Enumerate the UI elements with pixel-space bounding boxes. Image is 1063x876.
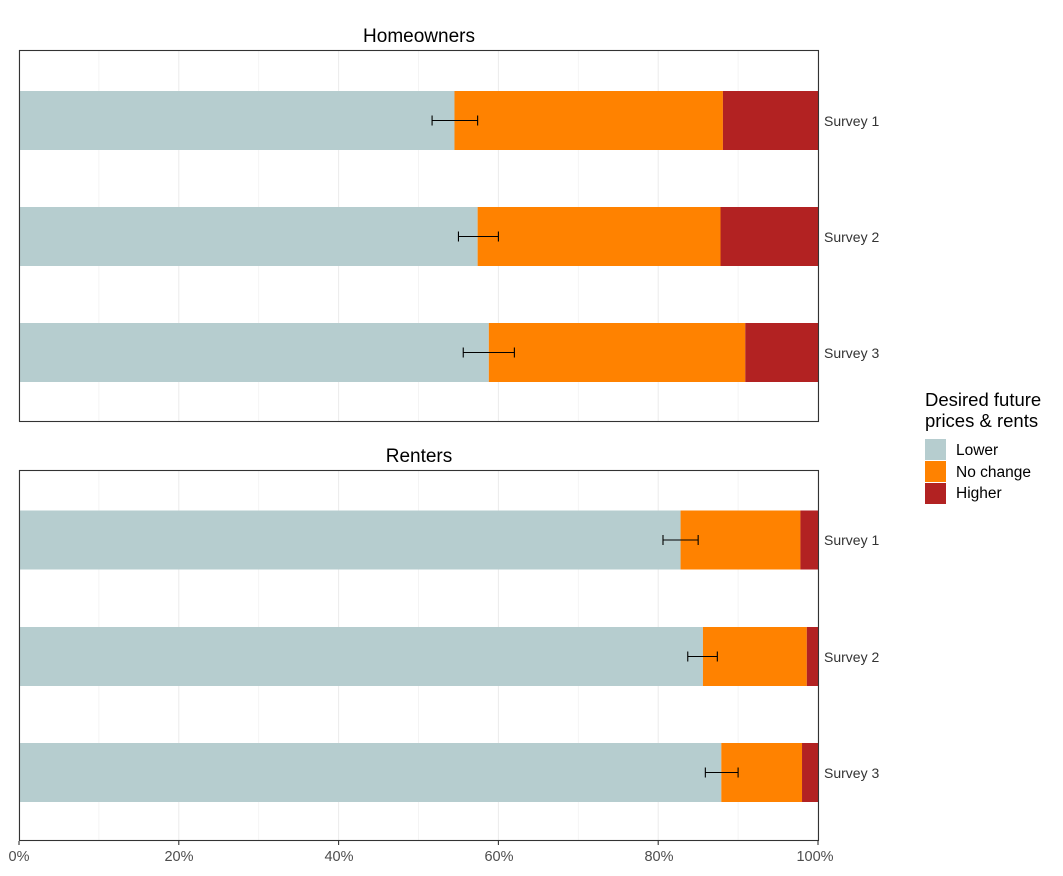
legend-label-lower: Lower — [956, 442, 998, 459]
legend-swatch-no-change — [925, 461, 946, 482]
bar-higher — [806, 627, 818, 686]
survey-label: Survey 1 — [824, 113, 879, 129]
bar-higher — [800, 510, 818, 570]
bar-no-change — [488, 323, 746, 382]
bar-higher — [745, 323, 818, 382]
x-tick-label: 40% — [324, 849, 353, 865]
x-tick-label: 60% — [484, 849, 513, 865]
bar-higher — [802, 743, 818, 802]
survey-label: Survey 3 — [824, 765, 879, 781]
x-axis-tick-labels: 0% 20% 40% 60% 80% 100% — [9, 849, 834, 865]
error-bar — [687, 651, 718, 662]
bar-no-change — [680, 510, 801, 570]
legend-swatch-lower — [925, 439, 946, 460]
bar-higher — [722, 91, 818, 150]
survey-label: Survey 3 — [824, 345, 879, 361]
homeowners-survey-labels: Survey 1 Survey 2 Survey 3 — [824, 113, 879, 361]
bar-lower — [19, 510, 681, 570]
bar-no-change — [477, 207, 721, 266]
x-tick-label: 100% — [796, 849, 833, 865]
x-tick-label: 80% — [644, 849, 673, 865]
homeowners-panel-title: Homeowners — [363, 26, 475, 47]
survey-label: Survey 1 — [824, 532, 879, 548]
bar-lower — [19, 323, 489, 382]
renters-panel: Renters Survey 1 Survey 2 Survey 3 — [18, 446, 879, 842]
renters-panel-title: Renters — [386, 446, 453, 467]
bar-no-change — [454, 91, 723, 150]
error-bar — [704, 767, 739, 778]
legend-title-line-2: prices & rents — [925, 410, 1038, 431]
legend-label-no-change: No change — [956, 464, 1031, 481]
bar-higher — [720, 207, 818, 266]
homeowners-error-bars — [431, 115, 515, 358]
renters-survey-labels: Survey 1 Survey 2 Survey 3 — [824, 532, 879, 781]
survey-label: Survey 2 — [824, 229, 879, 245]
bar-lower — [19, 743, 722, 802]
renters-bars — [19, 510, 818, 802]
error-bar — [431, 115, 479, 126]
bar-lower — [19, 207, 478, 266]
homeowners-bars — [19, 91, 818, 382]
homeowners-panel-border — [18, 49, 820, 423]
x-axis-ticks — [18, 841, 819, 845]
homeowners-panel: Homeowners Survey 1 Survey 2 Survey 3 — [18, 26, 879, 423]
legend-label-higher: Higher — [956, 485, 1002, 502]
error-bar — [457, 231, 499, 242]
renters-panel-border — [18, 469, 820, 842]
legend-swatch-higher — [925, 483, 946, 504]
bar-lower — [19, 627, 703, 686]
legend: Desired future prices & rents Lower No c… — [925, 389, 1041, 504]
x-tick-label: 0% — [9, 849, 30, 865]
legend-title-line-1: Desired future — [925, 389, 1041, 410]
bar-no-change — [702, 627, 807, 686]
x-tick-label: 20% — [164, 849, 193, 865]
x-axis: 0% 20% 40% 60% 80% 100% — [9, 841, 834, 865]
bar-lower — [19, 91, 455, 150]
error-bar — [462, 347, 515, 358]
renters-error-bars — [662, 535, 739, 778]
error-bar — [662, 535, 699, 545]
survey-label: Survey 2 — [824, 649, 879, 665]
